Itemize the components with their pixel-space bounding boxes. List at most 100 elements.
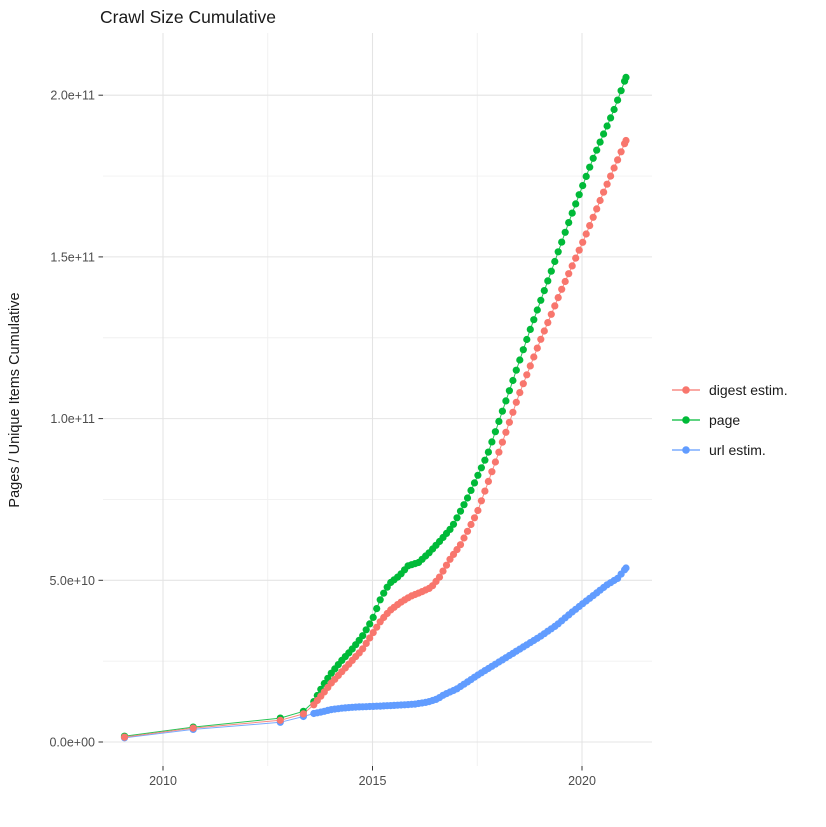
data-point-page [467,486,475,494]
data-point-page [579,182,587,190]
data-point-page [449,520,458,528]
data-point-digest-estim [551,302,559,310]
data-point-page [554,248,562,256]
data-point-page [495,417,503,425]
data-point-digest-estim [519,380,527,388]
legend-key-url-estim-icon [672,446,700,454]
data-point-digest-estim [579,238,587,246]
data-point-digest-estim [498,438,506,446]
data-point-page [516,356,524,364]
data-point-page [582,172,590,180]
data-point-digest-estim [622,136,630,145]
y-tick-label: 1.5e+11 [50,250,95,264]
data-point-page [586,163,594,171]
data-point-digest-estim [474,506,482,515]
data-point-digest-estim [488,468,496,476]
legend: digest estim. page url estim. [671,382,788,458]
data-point-digest-estim [189,724,197,732]
data-point-page [366,620,374,628]
legend-label: url estim. [709,442,766,458]
data-point-page [589,154,597,162]
data-point-page [470,479,479,487]
data-point-page [537,296,545,304]
x-tick-label: 2010 [149,774,177,788]
series-line-digest-estim [124,140,627,738]
data-point-page [359,632,367,640]
data-point-page [593,146,601,154]
legend-key-dot [682,446,690,454]
data-point-digest-estim [547,310,555,318]
data-point-page [596,138,604,146]
y-tick-label: 5.0e+10 [49,574,95,588]
y-tick-label: 2.0e+11 [50,89,95,103]
data-point-page [558,238,566,246]
data-point-digest-estim [589,213,597,221]
data-point-page [502,397,510,405]
data-point-page [561,228,569,236]
series-points-url-estim [120,564,630,742]
data-point-page [519,346,527,354]
data-point-digest-estim [502,428,510,436]
data-point-page [456,507,465,515]
data-point-digest-estim [561,277,569,286]
data-point-page [607,114,615,122]
data-point-page [481,456,489,464]
data-point-digest-estim [512,398,520,406]
data-point-page [484,448,492,456]
series-line-url-estim [124,567,627,739]
data-point-digest-estim [366,634,374,642]
data-point-digest-estim [537,335,545,343]
data-point-digest-estim [523,371,531,379]
data-point-url-estim [622,564,630,572]
data-point-digest-estim [435,573,444,581]
data-point-page [491,428,499,436]
legend-key-dot [682,416,690,424]
data-point-page [477,464,485,472]
data-point-digest-estim [558,285,566,293]
data-point-digest-estim [456,541,465,549]
data-point-page [614,96,622,104]
y-tick-label: 1.0e+11 [50,412,95,426]
data-point-digest-estim [369,629,377,637]
data-point-page [600,130,608,138]
legend-key-page-icon [672,416,700,424]
data-point-digest-estim [582,230,590,238]
data-point-digest-estim [526,362,534,370]
data-point-digest-estim [463,527,472,535]
data-point-digest-estim [617,148,625,156]
data-point-page [540,287,548,295]
data-point-digest-estim [575,246,583,254]
data-point-page [568,209,576,217]
data-point-digest-estim [509,408,517,416]
series-points-page [120,73,630,740]
data-point-page [547,267,555,275]
legend-item-page: page [671,412,788,428]
data-point-digest-estim [477,497,485,505]
data-point-page [617,87,625,95]
data-point-digest-estim [359,645,367,653]
data-point-digest-estim [460,534,468,542]
data-point-page [622,73,630,81]
data-point-digest-estim [596,196,604,205]
data-point-page [369,613,377,622]
data-point-digest-estim [554,294,562,302]
data-point-page [533,306,541,314]
data-point-page [523,335,531,344]
data-point-digest-estim [603,180,611,188]
data-point-digest-estim [586,222,594,230]
data-point-page [512,366,520,374]
data-point-page [376,596,384,604]
legend-label: page [709,412,741,428]
data-point-page [446,525,454,534]
data-point-page [572,200,580,208]
data-point-digest-estim [600,188,608,196]
data-point-page [453,514,461,522]
data-point-digest-estim [614,156,622,164]
data-point-page [380,589,388,597]
data-point-page [565,219,573,227]
data-point-digest-estim [467,520,475,529]
data-point-digest-estim [540,327,548,335]
y-tick-label: 0.0e+00 [49,736,95,750]
